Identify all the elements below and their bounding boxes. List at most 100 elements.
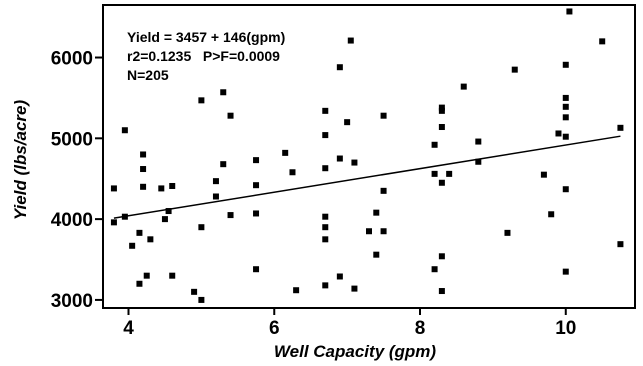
data-point xyxy=(198,224,205,231)
data-point xyxy=(253,210,260,217)
x-tick-label: 10 xyxy=(555,318,576,339)
data-point xyxy=(220,89,227,96)
data-point xyxy=(322,132,329,139)
data-point xyxy=(165,208,172,215)
data-point xyxy=(438,253,445,260)
y-axis: 3000 4000 5000 6000 xyxy=(51,49,103,312)
data-point xyxy=(140,166,147,173)
y-tick-label: 4000 xyxy=(51,210,93,231)
data-point xyxy=(143,272,150,279)
data-point xyxy=(555,130,562,137)
data-point xyxy=(322,107,329,114)
data-point xyxy=(121,127,128,134)
data-point xyxy=(322,282,329,289)
data-point xyxy=(617,124,624,131)
data-point xyxy=(227,212,234,219)
data-point xyxy=(253,266,260,273)
data-point xyxy=(322,236,329,243)
data-point xyxy=(336,64,343,71)
data-point xyxy=(289,169,296,176)
data-point xyxy=(198,97,205,104)
data-point xyxy=(475,158,482,165)
data-point xyxy=(562,133,569,140)
data-point xyxy=(140,183,147,190)
data-point xyxy=(161,216,168,223)
data-point xyxy=(562,61,569,68)
data-point xyxy=(438,179,445,186)
data-point xyxy=(293,287,300,294)
x-axis-label: Well Capacity (gpm) xyxy=(274,342,436,361)
data-point xyxy=(336,155,343,162)
data-point xyxy=(599,38,606,45)
data-point xyxy=(253,182,260,189)
n-annotation: N=205 xyxy=(127,67,169,83)
x-tick-label: 6 xyxy=(269,318,280,339)
data-point xyxy=(136,229,143,236)
data-point xyxy=(158,185,165,192)
data-point xyxy=(191,288,198,295)
data-point xyxy=(446,170,453,177)
data-point xyxy=(562,114,569,121)
data-point xyxy=(344,119,351,126)
data-point xyxy=(129,242,136,249)
data-point xyxy=(336,273,343,280)
data-point xyxy=(373,209,380,216)
data-point xyxy=(438,288,445,295)
data-points xyxy=(110,8,624,303)
data-point xyxy=(380,187,387,194)
data-point xyxy=(438,124,445,131)
data-point xyxy=(562,94,569,101)
data-point xyxy=(220,161,227,168)
data-point xyxy=(431,141,438,148)
data-point xyxy=(380,112,387,119)
data-point xyxy=(460,83,467,90)
data-point xyxy=(253,157,260,164)
data-point xyxy=(540,171,547,178)
data-point xyxy=(351,285,358,292)
y-tick-label: 3000 xyxy=(51,291,93,312)
plot-frame xyxy=(102,4,636,309)
data-point xyxy=(504,229,511,236)
x-axis: 4 6 8 10 xyxy=(123,308,576,339)
data-point xyxy=(136,280,143,287)
equation-annotation: Yield = 3457 + 146(gpm) xyxy=(127,29,285,45)
data-point xyxy=(110,185,117,192)
data-point xyxy=(198,296,205,303)
data-point xyxy=(169,272,176,279)
data-point xyxy=(140,151,147,158)
data-point xyxy=(212,178,219,185)
data-point xyxy=(351,159,358,166)
data-point xyxy=(562,268,569,275)
data-point xyxy=(347,37,354,44)
data-point xyxy=(562,103,569,110)
data-point xyxy=(431,170,438,177)
data-point xyxy=(169,182,176,189)
stats-annotation: r2=0.1235 P>F=0.0009 xyxy=(127,48,280,64)
data-point xyxy=(110,219,117,226)
data-point xyxy=(566,8,573,15)
data-point xyxy=(380,228,387,235)
data-point xyxy=(322,165,329,172)
data-point xyxy=(562,186,569,193)
y-axis-label: Yield (lbs/acre) xyxy=(11,100,30,221)
data-point xyxy=(322,224,329,231)
data-point xyxy=(438,104,445,111)
regression-line xyxy=(113,135,621,219)
data-point xyxy=(212,193,219,200)
data-point xyxy=(227,112,234,119)
data-point xyxy=(438,107,445,114)
data-point xyxy=(475,138,482,145)
y-tick-label: 6000 xyxy=(51,49,93,70)
data-point xyxy=(617,241,624,248)
data-point xyxy=(431,266,438,273)
x-tick-label: 4 xyxy=(123,318,134,339)
data-point xyxy=(511,66,518,73)
data-point xyxy=(366,228,372,235)
data-point xyxy=(147,236,154,243)
y-tick-label: 5000 xyxy=(51,129,93,150)
x-tick-label: 8 xyxy=(415,318,426,339)
data-point xyxy=(322,213,329,220)
data-point xyxy=(373,251,380,258)
